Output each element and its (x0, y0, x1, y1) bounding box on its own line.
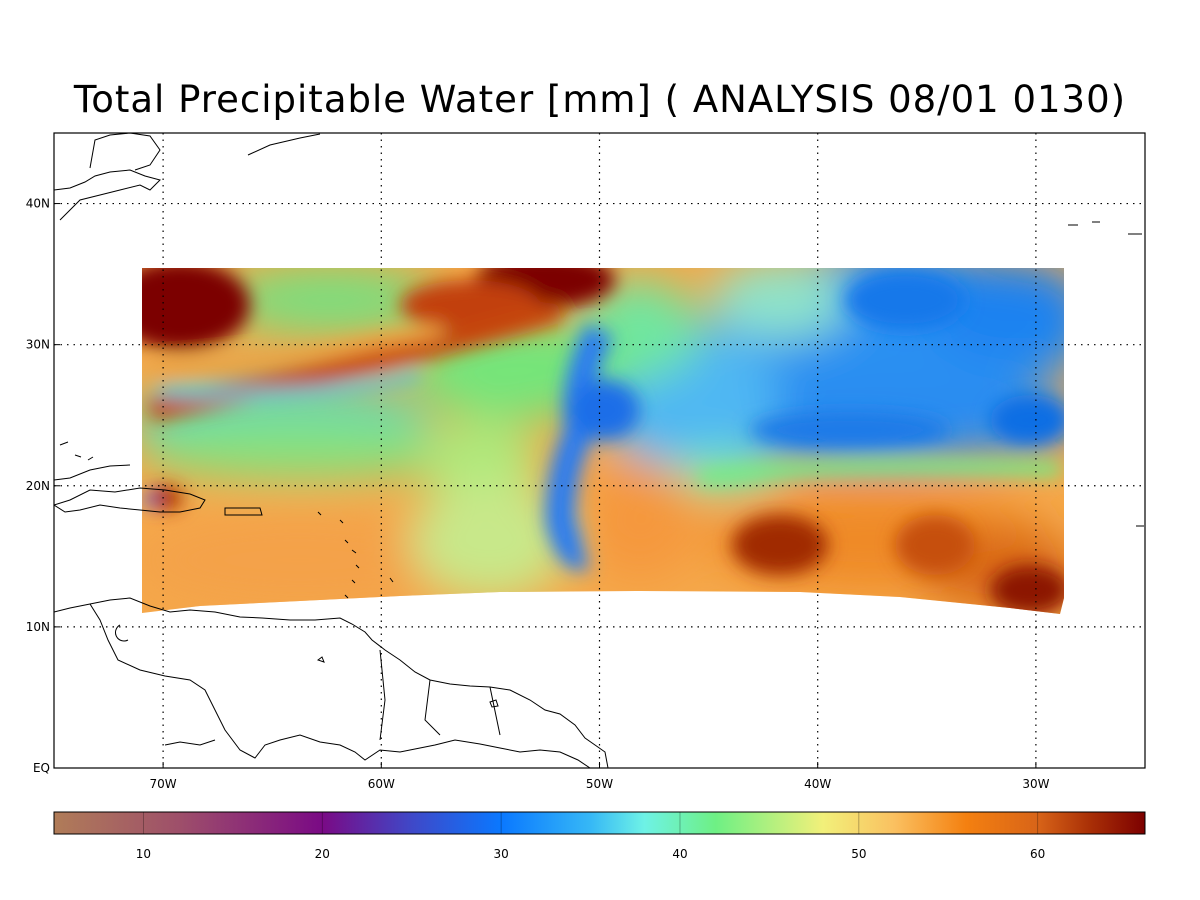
colorbar-tick-label: 10 (136, 847, 151, 861)
lon-tick-label: 50W (586, 777, 613, 791)
lon-tick-label: 40W (804, 777, 831, 791)
colorbar-tick-label: 60 (1030, 847, 1045, 861)
colorbar-tick-label: 30 (493, 847, 508, 861)
colorbar-tick-labels: 10 20 30 40 50 60 (136, 812, 1045, 861)
colorbar: 10 20 30 40 50 60 (53, 811, 1146, 861)
lon-tick-label: 70W (150, 777, 177, 791)
colorbar-tick-label: 50 (851, 847, 866, 861)
colorbar-tick-label: 20 (315, 847, 330, 861)
lat-tick-label: 20N (26, 479, 50, 493)
coastlines (54, 133, 1144, 768)
lat-tick-label: EQ (33, 761, 50, 775)
lon-tick-label: 30W (1022, 777, 1049, 791)
map-title: Total Precipitable Water [mm] ( ANALYSIS… (73, 78, 1127, 121)
colorbar-tick-label: 40 (672, 847, 687, 861)
lat-tick-label: 30N (26, 338, 50, 352)
lat-tick-label: 40N (26, 197, 50, 211)
longitude-tick-labels: 70W 60W 50W 40W 30W (150, 762, 1050, 791)
lat-tick-label: 10N (26, 620, 50, 634)
precipitable-water-field (142, 268, 1064, 614)
lon-tick-label: 60W (368, 777, 395, 791)
colorbar-ramp (53, 811, 1146, 835)
latitude-tick-labels: EQ 10N 20N 30N 40N (26, 197, 60, 775)
